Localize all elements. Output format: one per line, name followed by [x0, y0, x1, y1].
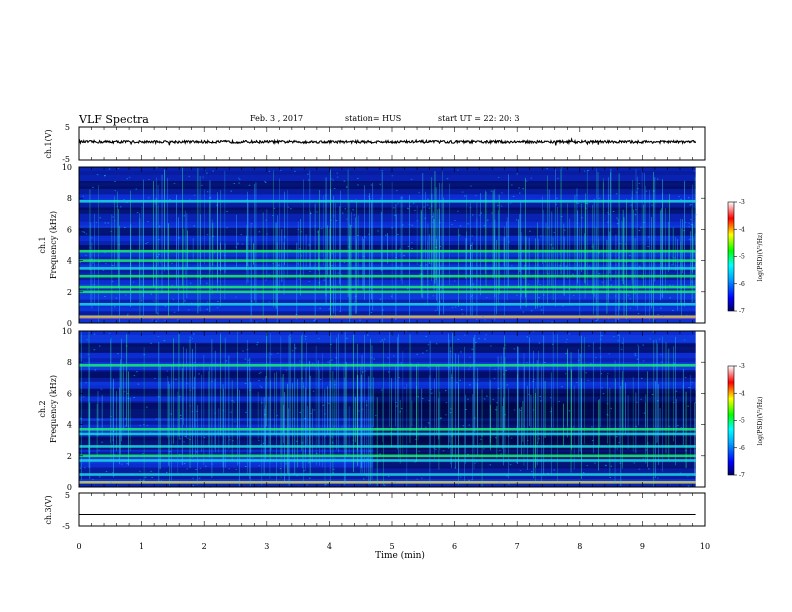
freq-tick-label: 6 — [67, 389, 72, 398]
noise-band — [79, 290, 696, 294]
freq-tick-label: 10 — [62, 163, 72, 172]
colorbar-tick-label: -3 — [739, 363, 745, 370]
x-tick-label: 3 — [264, 542, 269, 551]
dark-band — [79, 227, 696, 236]
ch1-spec-ylabel-channel: ch.1 — [38, 236, 47, 253]
colorbar-tick-label: -4 — [739, 226, 745, 233]
ch3-ytick-top: 5 — [65, 491, 70, 500]
x-tick-label: 1 — [139, 542, 144, 551]
dark-band — [79, 388, 696, 397]
ch3-waveform-panel: 5 -5 ch.3(V) — [44, 491, 706, 531]
noise-band — [79, 285, 696, 289]
noise-band — [79, 454, 696, 458]
colorbar-tick-label: -7 — [739, 308, 745, 315]
noise-band — [79, 302, 696, 306]
freq-tick-label: 6 — [67, 225, 72, 234]
noise-band — [79, 267, 696, 270]
freq-tick-label: 4 — [67, 257, 72, 266]
freq-tick-label: 10 — [62, 327, 72, 336]
colorbar-tick-label: -5 — [739, 254, 745, 261]
chart-title: VLF Spectra — [79, 113, 149, 126]
dark-band — [79, 207, 696, 214]
colorbar-tick-label: -6 — [739, 281, 745, 288]
ch1-ylabel: ch.1(V) — [44, 129, 53, 158]
x-axis: 0 1 2 3 4 5 6 7 8 9 10 — [76, 542, 710, 551]
ch2-colorbar: -3 -4 -5 -6 -7 log(PSD)(V²/Hz) — [727, 363, 764, 479]
noise-band — [79, 473, 696, 476]
noise-band — [79, 315, 696, 319]
freq-tick-label: 8 — [67, 194, 72, 203]
date-label: Feb. 3 , 2017 — [250, 114, 304, 123]
freq-tick-label: 0 — [67, 483, 72, 492]
dark-band — [79, 371, 696, 378]
x-tick-label: 5 — [389, 542, 394, 551]
ch2-spectrogram-panel: 0 2 4 6 8 10 ch.2 Frequency (kHz) -3 -4 -5 -6 -7 … — [38, 327, 764, 492]
start-time-label: start UT = 22: 20: 3 — [438, 114, 520, 123]
noise-band — [79, 274, 696, 278]
ch1-colorbar-label: log(PSD)(V²/Hz) — [757, 233, 764, 282]
ch1-waveform-trace — [78, 137, 697, 146]
ch3-ytick-bottom: -5 — [62, 522, 70, 531]
ch2-colorbar-label: log(PSD)(V²/Hz) — [757, 397, 764, 446]
colorbar-tick-label: -6 — [739, 445, 745, 452]
ch1-ytick-bottom: -5 — [62, 155, 70, 164]
freq-tick-label: 0 — [67, 319, 72, 328]
colorbar-tick-label: -7 — [739, 472, 745, 479]
ch1-waveform-panel: 5 -5 ch.1(V) — [44, 123, 706, 164]
x-tick-label: 10 — [700, 542, 710, 551]
x-axis-label: Time (min) — [375, 550, 425, 561]
dark-band — [79, 245, 696, 252]
noise-band — [79, 459, 696, 462]
noise-band — [79, 432, 696, 436]
noise-band — [79, 481, 696, 484]
colorbar-tick-label: -3 — [739, 199, 745, 206]
ch1-ytick-top: 5 — [65, 123, 70, 132]
x-tick-label: 9 — [640, 542, 645, 551]
noise-band — [79, 200, 696, 203]
x-tick-label: 6 — [452, 542, 457, 551]
ch1-colorbar: -3 -4 -5 -6 -7 log(PSD)(V²/Hz) — [727, 199, 764, 315]
ch2-spec-ylabel-channel: ch.2 — [38, 400, 47, 417]
ch1-spectrogram-panel: 0 2 4 6 8 10 ch.1 Frequency (kHz) -3 -4 -5 -6 -7 … — [38, 163, 764, 328]
ch1-spec-ylabel: Frequency (kHz) — [49, 211, 58, 279]
freq-tick-label: 2 — [67, 288, 72, 297]
freq-tick-label: 4 — [67, 421, 72, 430]
noise-band — [79, 259, 696, 262]
noise-band — [79, 427, 696, 431]
freq-tick-label: 8 — [67, 358, 72, 367]
freq-tick-label: 2 — [67, 452, 72, 461]
ch2-spec-ylabel: Frequency (kHz) — [49, 375, 58, 443]
noise-band — [79, 317, 696, 319]
noise-band — [79, 249, 696, 253]
noise-band — [79, 445, 696, 448]
x-tick-label: 7 — [515, 542, 520, 551]
x-tick-label: 0 — [76, 542, 81, 551]
station-label: station= HUS — [345, 114, 402, 123]
colorbar-tick-label: -5 — [739, 418, 745, 425]
x-tick-label: 8 — [577, 542, 582, 551]
colorbar-tick-label: -4 — [739, 390, 745, 397]
dark-band — [79, 343, 696, 353]
ch3-ylabel: ch.3(V) — [44, 495, 53, 524]
x-tick-label: 2 — [202, 542, 207, 551]
noise-band — [79, 364, 696, 367]
dark-band — [79, 181, 696, 189]
x-tick-label: 4 — [327, 542, 332, 551]
